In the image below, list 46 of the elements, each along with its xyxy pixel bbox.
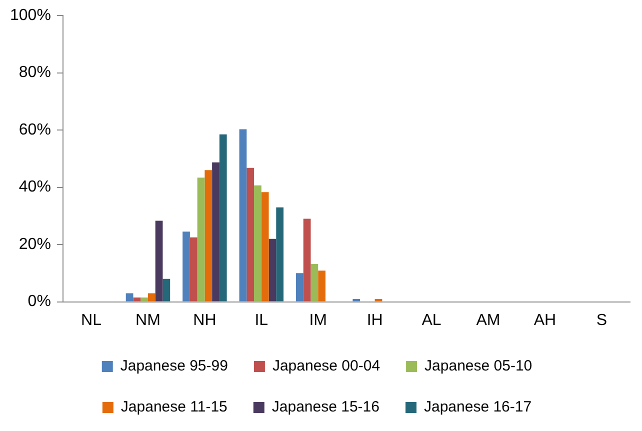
bar	[303, 218, 311, 302]
bar	[239, 129, 247, 302]
bar	[182, 232, 190, 302]
y-tick-label: 0%	[28, 293, 51, 310]
bar	[219, 134, 227, 302]
legend-label: Japanese 15-16	[272, 398, 380, 416]
bar	[254, 185, 262, 302]
x-tick-label: NH	[193, 312, 216, 329]
bar	[296, 273, 304, 302]
x-tick-label: IL	[254, 312, 268, 329]
legend-label: Japanese 11-15	[120, 398, 228, 416]
bar	[126, 293, 134, 302]
bar	[246, 168, 254, 302]
x-tick-label: NL	[81, 312, 102, 329]
y-tick-label: 100%	[10, 7, 51, 24]
x-tick-label: AL	[422, 312, 442, 329]
bar	[310, 264, 318, 302]
bar	[148, 293, 156, 302]
x-tick-label: AH	[534, 312, 556, 329]
y-tick-label: 20%	[18, 236, 51, 253]
x-tick-label: S	[596, 312, 607, 329]
legend-label: Japanese 16-17	[424, 398, 532, 416]
bar	[318, 270, 326, 302]
bar	[374, 298, 382, 302]
bar	[190, 237, 198, 302]
x-tick-label: AM	[476, 312, 500, 329]
bar	[155, 220, 163, 302]
bar	[133, 298, 141, 302]
bar	[352, 298, 360, 302]
bar	[212, 162, 220, 302]
x-tick-label: IH	[366, 312, 383, 329]
x-tick-label: IM	[309, 312, 327, 329]
bar	[268, 238, 276, 302]
legend-label: Japanese 00-04	[272, 358, 380, 375]
legend-label: Japanese 95-99	[120, 358, 228, 375]
x-tick-label: NM	[136, 312, 160, 329]
y-tick-label: 40%	[18, 178, 51, 196]
legend-label: Japanese 05-10	[424, 358, 532, 375]
bar	[140, 298, 148, 302]
bar	[162, 278, 170, 302]
bar	[261, 192, 269, 302]
bar	[276, 207, 284, 302]
y-tick-label: 60%	[18, 121, 51, 138]
y-tick-label: 80%	[18, 64, 51, 82]
bar	[197, 178, 205, 302]
bar	[204, 170, 212, 302]
